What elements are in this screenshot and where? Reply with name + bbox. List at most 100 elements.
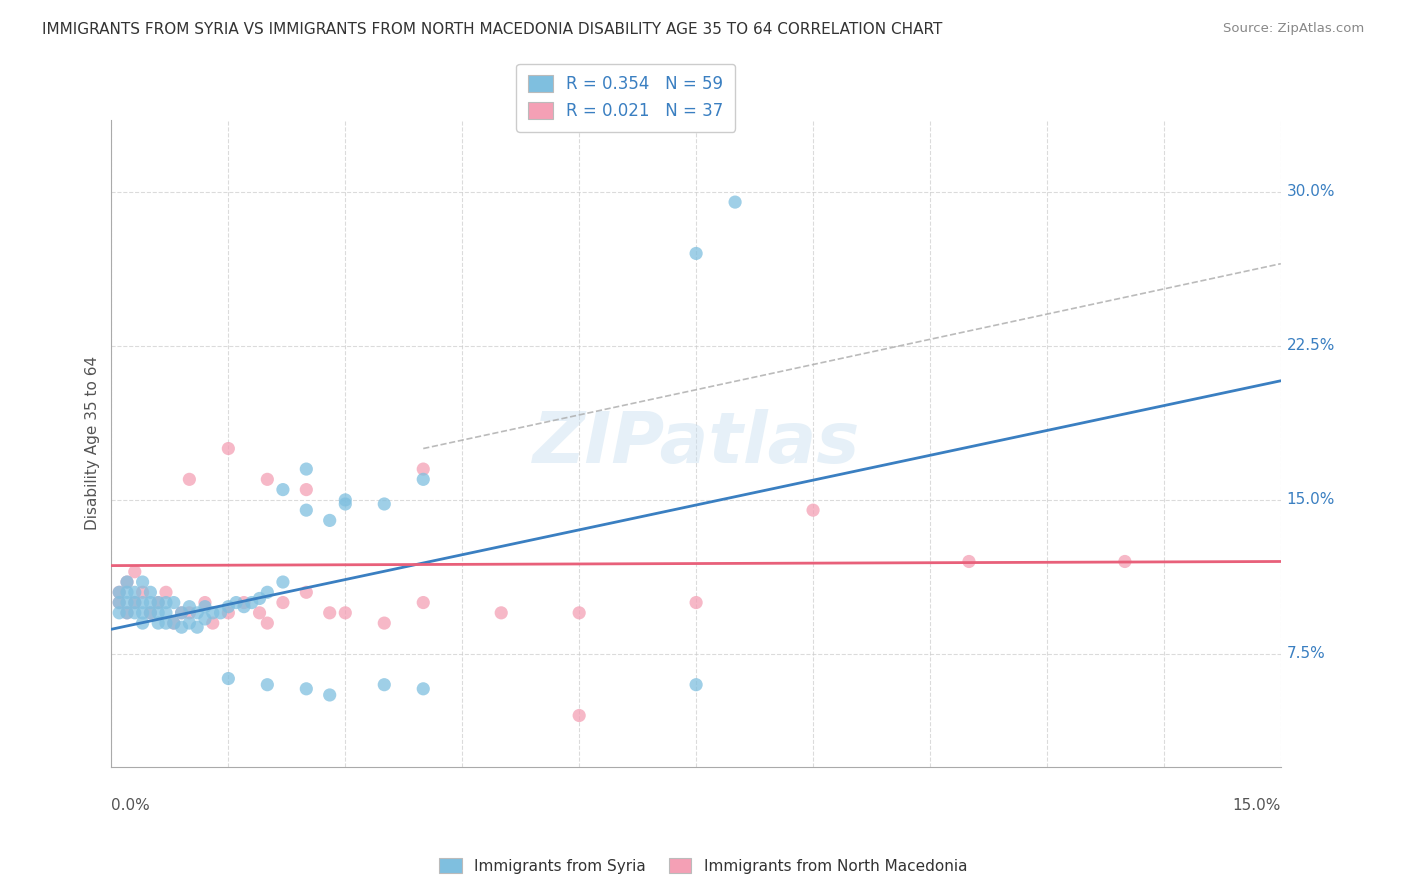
Point	[240, 596, 263, 610]
Point	[271, 574, 294, 589]
Point	[163, 616, 186, 631]
Point	[179, 606, 201, 620]
Point	[155, 585, 177, 599]
Point	[685, 246, 707, 260]
Y-axis label: Disability Age 35 to 64: Disability Age 35 to 64	[86, 356, 100, 531]
Point	[194, 596, 217, 610]
Point	[148, 616, 170, 631]
Point	[724, 195, 747, 210]
Point	[271, 483, 294, 497]
Point	[201, 606, 224, 620]
Point	[489, 606, 512, 620]
Point	[108, 596, 131, 610]
Point	[256, 678, 278, 692]
Point	[115, 596, 138, 610]
Point	[335, 497, 357, 511]
Text: 0.0%: 0.0%	[111, 797, 150, 813]
Point	[148, 596, 170, 610]
Point	[233, 596, 256, 610]
Text: Source: ZipAtlas.com: Source: ZipAtlas.com	[1223, 22, 1364, 36]
Point	[318, 513, 340, 527]
Point	[124, 596, 146, 610]
Point	[801, 503, 824, 517]
Point	[256, 472, 278, 486]
Point	[148, 606, 170, 620]
Point	[373, 497, 395, 511]
Point	[148, 596, 170, 610]
Point	[108, 585, 131, 599]
Point	[155, 616, 177, 631]
Point	[179, 599, 201, 614]
Point	[131, 616, 153, 631]
Point	[163, 616, 186, 631]
Point	[201, 616, 224, 631]
Point	[295, 462, 318, 476]
Point	[163, 596, 186, 610]
Point	[412, 681, 434, 696]
Point	[115, 574, 138, 589]
Point	[225, 596, 247, 610]
Point	[179, 616, 201, 631]
Point	[335, 606, 357, 620]
Point	[139, 606, 162, 620]
Point	[412, 472, 434, 486]
Text: 30.0%: 30.0%	[1286, 185, 1336, 199]
Point	[124, 585, 146, 599]
Point	[131, 596, 153, 610]
Text: IMMIGRANTS FROM SYRIA VS IMMIGRANTS FROM NORTH MACEDONIA DISABILITY AGE 35 TO 64: IMMIGRANTS FROM SYRIA VS IMMIGRANTS FROM…	[42, 22, 942, 37]
Point	[412, 462, 434, 476]
Point	[108, 585, 131, 599]
Point	[131, 574, 153, 589]
Point	[170, 606, 193, 620]
Point	[256, 616, 278, 631]
Point	[1114, 554, 1136, 568]
Point	[373, 616, 395, 631]
Point	[115, 574, 138, 589]
Point	[139, 606, 162, 620]
Point	[295, 585, 318, 599]
Point	[957, 554, 980, 568]
Point	[318, 606, 340, 620]
Point	[170, 620, 193, 634]
Text: 22.5%: 22.5%	[1286, 338, 1336, 353]
Point	[318, 688, 340, 702]
Point	[373, 678, 395, 692]
Point	[249, 606, 271, 620]
Point	[179, 472, 201, 486]
Point	[108, 606, 131, 620]
Point	[115, 606, 138, 620]
Text: 15.0%: 15.0%	[1286, 492, 1336, 508]
Text: ZIPatlas: ZIPatlas	[533, 409, 860, 478]
Point	[217, 672, 239, 686]
Point	[412, 596, 434, 610]
Point	[685, 596, 707, 610]
Legend: Immigrants from Syria, Immigrants from North Macedonia: Immigrants from Syria, Immigrants from N…	[433, 852, 973, 880]
Text: 15.0%: 15.0%	[1233, 797, 1281, 813]
Point	[124, 565, 146, 579]
Point	[186, 606, 208, 620]
Point	[115, 606, 138, 620]
Point	[217, 606, 239, 620]
Point	[170, 606, 193, 620]
Point	[256, 585, 278, 599]
Point	[295, 503, 318, 517]
Point	[108, 596, 131, 610]
Point	[335, 492, 357, 507]
Point	[194, 612, 217, 626]
Point	[131, 585, 153, 599]
Point	[209, 606, 232, 620]
Point	[131, 606, 153, 620]
Point	[249, 591, 271, 606]
Point	[124, 596, 146, 610]
Text: 7.5%: 7.5%	[1286, 647, 1326, 661]
Point	[271, 596, 294, 610]
Point	[139, 585, 162, 599]
Point	[186, 620, 208, 634]
Point	[568, 606, 591, 620]
Point	[124, 606, 146, 620]
Point	[233, 599, 256, 614]
Legend: R = 0.354   N = 59, R = 0.021   N = 37: R = 0.354 N = 59, R = 0.021 N = 37	[516, 63, 735, 132]
Point	[295, 681, 318, 696]
Point	[155, 606, 177, 620]
Point	[568, 708, 591, 723]
